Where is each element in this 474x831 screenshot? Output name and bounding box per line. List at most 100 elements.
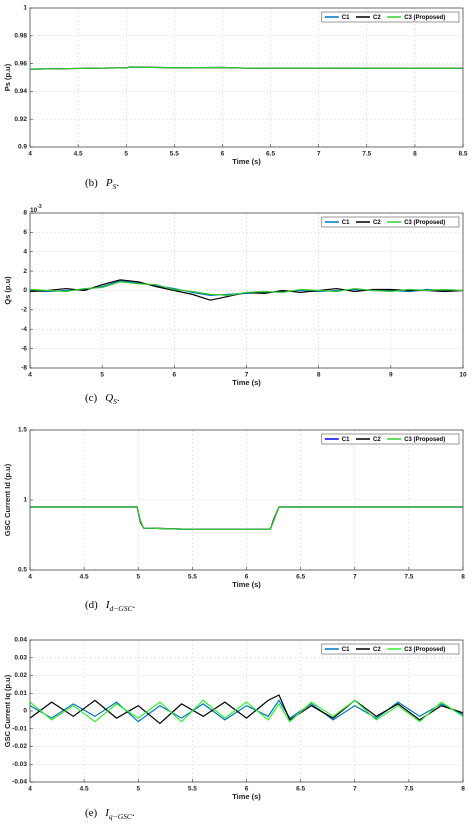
y-tick-label: 6 bbox=[23, 229, 27, 236]
caption-end: . bbox=[132, 599, 135, 611]
y-tick-label: 0.5 bbox=[18, 567, 27, 574]
y-tick-label: 4 bbox=[23, 248, 27, 255]
y-tick-label: 0.01 bbox=[14, 690, 27, 697]
x-tick-label: 4.5 bbox=[74, 151, 83, 158]
y-tick-label: 0.92 bbox=[14, 116, 27, 123]
exponent-base: 10 bbox=[30, 207, 38, 214]
caption: (d) Id−GSC. bbox=[85, 599, 135, 613]
series-line bbox=[30, 506, 463, 530]
y-tick-label: 0 bbox=[23, 708, 27, 715]
y-tick-label: 1.5 bbox=[18, 427, 27, 434]
x-tick-label: 4 bbox=[28, 372, 32, 379]
legend-label: C2 bbox=[373, 220, 381, 226]
caption-label: (e) bbox=[85, 807, 98, 819]
x-tick-label: 7.5 bbox=[404, 786, 413, 793]
plot-frame bbox=[29, 7, 464, 148]
y-tick-label: 8 bbox=[23, 210, 27, 217]
y-tick-label: 0.04 bbox=[14, 637, 27, 644]
caption-symbol: I bbox=[105, 599, 111, 611]
x-tick-label: 6 bbox=[173, 372, 177, 379]
caption-subscript: d−GSC bbox=[110, 604, 134, 613]
y-tick-label: 1 bbox=[23, 497, 27, 504]
series-line bbox=[29, 280, 463, 296]
y-tick-label: -8 bbox=[21, 365, 27, 372]
x-tick-label: 10 bbox=[459, 372, 467, 379]
y-tick-label: 0 bbox=[23, 287, 27, 294]
x-tick-label: 5 bbox=[124, 151, 128, 158]
x-tick-label: 5.5 bbox=[188, 574, 197, 581]
plot-frame bbox=[29, 429, 464, 571]
y-tick-label: 2 bbox=[23, 268, 27, 275]
x-tick-label: 8.5 bbox=[458, 151, 467, 158]
caption-label: (d) bbox=[85, 599, 98, 611]
caption-symbol: Q bbox=[105, 392, 113, 404]
x-tick-label: 6.5 bbox=[296, 574, 305, 581]
x-axis-label: Time (s) bbox=[232, 157, 261, 166]
x-tick-label: 7 bbox=[353, 574, 357, 581]
y-tick-label: 0.98 bbox=[14, 33, 27, 40]
x-tick-label: 8 bbox=[413, 151, 417, 158]
y-tick-label: -4 bbox=[21, 326, 27, 333]
legend-label: C3 (Proposed) bbox=[404, 647, 445, 653]
caption-subscript: q−GSC bbox=[109, 812, 133, 821]
caption-end: . bbox=[117, 392, 120, 404]
y-tick-label: 0.96 bbox=[14, 60, 27, 67]
y-tick-label: 0.02 bbox=[14, 672, 27, 679]
caption: (b) PS. bbox=[85, 177, 119, 191]
y-exponent: 10-3 bbox=[30, 204, 42, 213]
x-tick-label: 8 bbox=[317, 372, 321, 379]
x-tick-label: 5.5 bbox=[170, 151, 179, 158]
legend-label: C3 (Proposed) bbox=[404, 220, 445, 226]
y-tick-label: 0.03 bbox=[14, 654, 27, 661]
y-tick-label: -0.04 bbox=[12, 779, 27, 786]
legend-label: C1 bbox=[342, 15, 350, 21]
x-axis-label: Time (s) bbox=[232, 580, 261, 589]
chart: 0.5 1 1.5 4 4.5 5 5.5 6 6.5 7 7.5 8 Time (s) GSC Curr… bbox=[3, 427, 465, 613]
x-tick-label: 6.5 bbox=[296, 786, 305, 793]
x-axis-label: Time (s) bbox=[232, 792, 261, 801]
y-tick-label: -0.01 bbox=[12, 725, 27, 732]
series-line bbox=[29, 699, 464, 723]
legend-label: C1 bbox=[342, 647, 350, 653]
caption-label: (c) bbox=[85, 392, 98, 404]
x-tick-label: 8 bbox=[461, 574, 465, 581]
plot-frame bbox=[29, 212, 464, 369]
caption-end: . bbox=[116, 177, 119, 189]
caption-end: . bbox=[132, 807, 135, 819]
plot-frame bbox=[29, 639, 464, 783]
x-tick-label: 7 bbox=[317, 151, 321, 158]
legend-label: C1 bbox=[342, 220, 350, 226]
x-tick-label: 5.5 bbox=[188, 786, 197, 793]
chart: 0.9 0.92 0.94 0.96 0.98 1 4 4.5 5 5.5 6 6.5 7 7.5 8 8.5… bbox=[3, 5, 468, 191]
caption-subscript: S bbox=[113, 182, 117, 191]
x-axis-label: Time (s) bbox=[232, 378, 261, 387]
legend-label: C2 bbox=[373, 437, 381, 443]
caption-symbol: I bbox=[104, 807, 110, 819]
series-line bbox=[29, 694, 464, 725]
plot-area bbox=[30, 8, 463, 147]
x-tick-label: 7 bbox=[353, 786, 357, 793]
y-tick-label: 0.9 bbox=[18, 144, 27, 151]
legend-label: C2 bbox=[373, 15, 381, 21]
x-tick-label: 7 bbox=[245, 372, 249, 379]
legend-label: C3 (Proposed) bbox=[404, 15, 445, 21]
x-tick-label: 7.5 bbox=[362, 151, 371, 158]
x-tick-label: 5 bbox=[136, 786, 140, 793]
exponent: -3 bbox=[37, 204, 42, 210]
x-tick-label: 6 bbox=[245, 786, 249, 793]
x-tick-label: 4 bbox=[28, 574, 32, 581]
caption-symbol: P bbox=[105, 177, 113, 189]
y-tick-label: -0.02 bbox=[12, 743, 27, 750]
y-axis-label: Ps (p.u) bbox=[3, 63, 12, 91]
chart: -0.04 -0.03 -0.02 -0.01 0 0.01 0.02 0.03 0.04 4 4.… bbox=[3, 637, 465, 821]
y-axis-label: Qs (p.u) bbox=[3, 276, 12, 305]
y-axis-label: GSC Current Id (p.u) bbox=[3, 463, 12, 536]
caption-subscript: S bbox=[113, 397, 117, 406]
x-tick-label: 6 bbox=[245, 574, 249, 581]
y-tick-label: -6 bbox=[21, 345, 27, 352]
x-tick-label: 4 bbox=[28, 786, 32, 793]
x-tick-label: 5 bbox=[100, 372, 104, 379]
y-tick-label: 0.94 bbox=[14, 88, 27, 95]
x-tick-label: 6 bbox=[221, 151, 225, 158]
